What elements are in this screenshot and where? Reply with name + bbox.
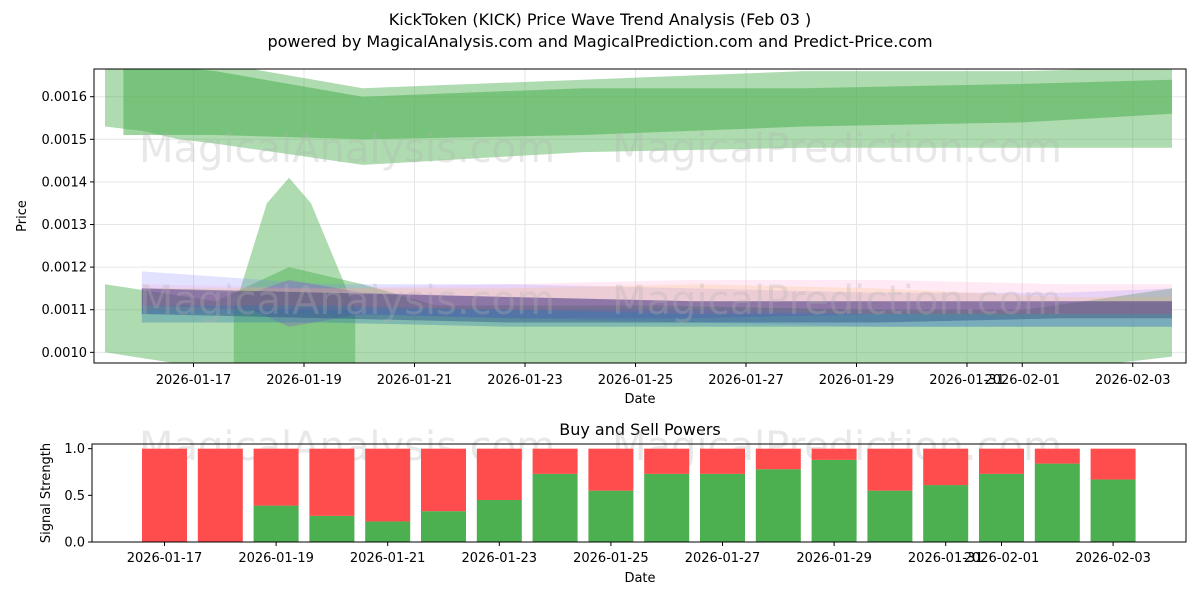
sell-bar bbox=[1090, 448, 1136, 480]
sell-bar bbox=[644, 448, 690, 474]
sell-bar bbox=[979, 448, 1024, 474]
band-wave-teal bbox=[141, 305, 1172, 327]
price-x-tick-label: 2026-01-29 bbox=[819, 373, 895, 388]
sell-bar bbox=[253, 448, 299, 506]
chart-title: KickToken (KICK) Price Wave Trend Analys… bbox=[389, 10, 811, 29]
price-y-ticks: 0.0010 0.0011 0.0012 0.0013 0.0014 0.0015 0.00… bbox=[42, 90, 94, 361]
price-x-tick-label: 2026-01-25 bbox=[598, 373, 674, 388]
power-x-tick-label: 2026-01-21 bbox=[350, 551, 426, 566]
buy-bar bbox=[979, 473, 1024, 542]
buy-bar bbox=[421, 511, 466, 542]
sell-bar bbox=[867, 448, 913, 491]
buy-bar bbox=[644, 473, 690, 542]
price-x-tick-label: 2026-01-27 bbox=[708, 373, 784, 388]
sell-bar bbox=[365, 448, 411, 522]
watermark-text: MagicalAnalysis.com bbox=[139, 278, 555, 324]
power-x-tick-label: 2026-01-27 bbox=[685, 551, 761, 566]
power-y-tick-label: 0.0 bbox=[64, 536, 85, 551]
price-y-tick-label: 0.0015 bbox=[42, 133, 88, 148]
price-x-tick-label: 2026-02-01 bbox=[984, 373, 1060, 388]
price-watermarks: MagicalAnalysis.com MagicalPrediction.com… bbox=[139, 126, 1062, 324]
power-x-tick-label: 2026-01-19 bbox=[238, 551, 314, 566]
power-axes-frame bbox=[91, 443, 1187, 543]
buy-bar bbox=[923, 485, 969, 542]
price-x-tick-label: 2026-01-17 bbox=[156, 373, 232, 388]
price-axes-frame bbox=[93, 68, 1187, 364]
sell-bar bbox=[588, 448, 634, 491]
watermark-text: MagicalPrediction.com bbox=[612, 278, 1062, 324]
price-panel: MagicalAnalysis.com MagicalPrediction.com… bbox=[15, 68, 1187, 407]
buy-bar bbox=[532, 473, 578, 542]
power-panel: Buy and Sell Powers MagicalAnalysis.com M… bbox=[39, 420, 1187, 586]
sell-bar bbox=[755, 448, 801, 470]
power-x-label: Date bbox=[624, 571, 655, 586]
sell-bar bbox=[532, 448, 578, 474]
power-y-label: Signal Strength bbox=[39, 443, 54, 543]
sell-bar bbox=[309, 448, 355, 516]
sell-bar bbox=[197, 448, 243, 542]
sell-bar bbox=[142, 448, 187, 542]
power-y-tick-label: 1.0 bbox=[64, 442, 85, 457]
buy-bar bbox=[1034, 463, 1080, 542]
power-x-tick-label: 2026-01-17 bbox=[127, 551, 203, 566]
buy-bar bbox=[867, 490, 913, 542]
price-x-ticks: 2026-01-17 2026-01-19 2026-01-21 2026-01-23… bbox=[156, 363, 1171, 388]
power-x-ticks: 2026-01-17 2026-01-19 2026-01-21 2026-01-23… bbox=[127, 542, 1151, 566]
power-y-ticks: 0.0 0.5 1.0 bbox=[64, 442, 92, 551]
price-x-label: Date bbox=[624, 392, 655, 407]
band-wave-blue bbox=[141, 271, 1172, 327]
power-x-tick-label: 2026-02-03 bbox=[1075, 551, 1151, 566]
band-wave-orange bbox=[141, 284, 1172, 319]
power-y-tick-label: 0.5 bbox=[64, 489, 85, 504]
price-x-tick-label: 2026-01-31 bbox=[929, 373, 1005, 388]
price-x-tick-label: 2026-01-19 bbox=[266, 373, 342, 388]
power-x-tick-label: 2026-01-29 bbox=[796, 551, 872, 566]
power-x-tick-label: 2026-01-31 bbox=[908, 551, 984, 566]
band-spike bbox=[233, 177, 356, 363]
buy-bar bbox=[365, 521, 411, 542]
price-x-tick-label: 2026-02-03 bbox=[1095, 373, 1171, 388]
sell-bar bbox=[421, 448, 466, 512]
power-x-tick-label: 2026-01-25 bbox=[573, 551, 649, 566]
power-x-tick-label: 2026-02-01 bbox=[964, 551, 1040, 566]
price-y-tick-label: 0.0010 bbox=[42, 346, 88, 361]
price-y-tick-label: 0.0014 bbox=[42, 175, 88, 190]
power-x-tick-label: 2026-01-23 bbox=[462, 551, 538, 566]
buy-bar bbox=[755, 469, 801, 542]
chart-subtitle: powered by MagicalAnalysis.com and Magic… bbox=[267, 32, 932, 51]
buy-bar bbox=[309, 515, 355, 542]
power-bars bbox=[142, 448, 1136, 542]
sell-bar bbox=[923, 448, 969, 486]
watermark-text: MagicalAnalysis.com bbox=[139, 126, 555, 172]
buy-bar bbox=[811, 459, 857, 542]
band-upper-inner bbox=[123, 69, 1172, 140]
price-bands bbox=[105, 69, 1172, 363]
buy-bar bbox=[253, 505, 299, 542]
price-x-tick-label: 2026-01-23 bbox=[487, 373, 563, 388]
band-lower-outer bbox=[105, 267, 1172, 363]
sell-bar bbox=[811, 448, 857, 460]
price-y-label: Price bbox=[15, 200, 30, 232]
sell-bar bbox=[1034, 448, 1080, 464]
sell-bar bbox=[700, 448, 745, 474]
price-y-tick-label: 0.0011 bbox=[42, 303, 88, 318]
buy-bar bbox=[476, 500, 522, 542]
band-wave-pink bbox=[141, 279, 1172, 314]
buy-bar bbox=[1090, 479, 1136, 542]
buy-bar bbox=[700, 473, 745, 542]
buy-bar bbox=[588, 490, 634, 542]
price-x-tick-label: 2026-01-21 bbox=[377, 373, 453, 388]
price-y-tick-label: 0.0016 bbox=[42, 90, 88, 105]
price-y-tick-label: 0.0012 bbox=[42, 261, 88, 276]
power-title: Buy and Sell Powers bbox=[559, 420, 721, 439]
price-y-tick-label: 0.0013 bbox=[42, 218, 88, 233]
band-wave-navy bbox=[141, 288, 1172, 323]
band-wave-purple bbox=[141, 279, 1172, 327]
watermark-text: MagicalPrediction.com bbox=[612, 126, 1062, 172]
sell-bar bbox=[476, 448, 522, 500]
